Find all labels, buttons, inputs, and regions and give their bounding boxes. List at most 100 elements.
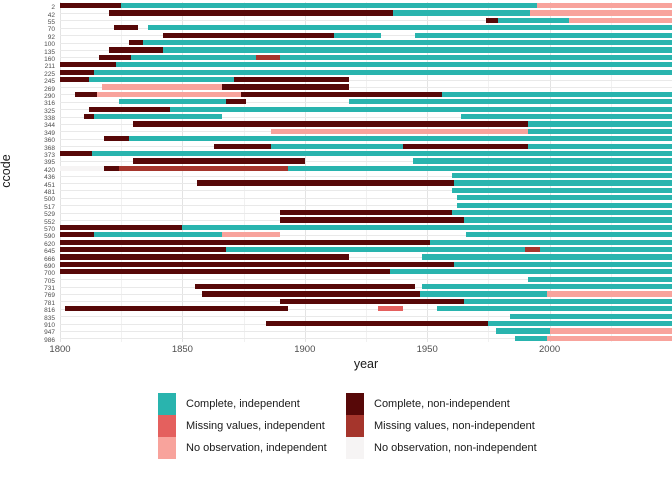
timeline-segment	[233, 77, 349, 83]
row-gridline	[60, 234, 672, 236]
timeline-segment	[527, 143, 672, 149]
timeline-segment	[226, 247, 526, 253]
gridline-minor	[610, 2, 612, 342]
timeline-segment	[451, 210, 672, 216]
row-gridline	[60, 316, 672, 318]
row-gridline	[60, 116, 672, 118]
timeline-segment	[60, 69, 95, 75]
y-tick-label: 100	[44, 41, 55, 49]
gridline-minor	[243, 2, 245, 342]
legend-column: Complete, non-independent Missing values,…	[346, 393, 537, 459]
row-gridline	[60, 279, 672, 281]
timeline-segment	[422, 283, 672, 290]
timeline-segment	[429, 239, 672, 245]
y-tick-label: 325	[44, 107, 55, 115]
gridline-major	[60, 2, 61, 342]
y-tick-label: 368	[44, 144, 55, 152]
gridline-minor	[366, 2, 367, 342]
timeline-segment	[121, 3, 538, 9]
legend-item: No observation, non-independent	[346, 437, 537, 459]
plot-panel	[60, 2, 672, 342]
legend-key-NI	[158, 437, 176, 459]
y-tick-label: 620	[44, 240, 55, 248]
timeline-segment	[64, 306, 288, 312]
timeline-segment	[60, 261, 455, 267]
row-gridline	[60, 87, 672, 88]
timeline-segment	[515, 335, 548, 341]
timeline-segment	[466, 232, 672, 238]
timeline-segment	[194, 283, 415, 290]
timeline-segment	[527, 121, 672, 127]
timeline-segment	[89, 77, 234, 83]
timeline-segment	[265, 320, 489, 327]
x-tick-label: 1800	[49, 344, 71, 355]
y-tick-label: 225	[44, 70, 55, 78]
y-tick-label: 700	[44, 270, 55, 278]
timeline-segment	[441, 91, 672, 97]
timeline-segment	[96, 91, 242, 97]
y-tick-label: 481	[44, 188, 55, 196]
y-tick-label: 344	[44, 122, 55, 130]
y-tick-label: 420	[44, 166, 55, 174]
timeline-segment	[133, 121, 528, 127]
timeline-segment	[422, 254, 672, 260]
timeline-segment	[488, 320, 672, 327]
timeline-segment	[201, 291, 420, 297]
y-tick-label: 245	[44, 78, 55, 86]
timeline-segment	[148, 25, 672, 31]
timeline-segment	[280, 210, 452, 216]
timeline-segment	[436, 306, 672, 312]
row-gridline	[60, 197, 672, 199]
legend-item: Complete, independent	[158, 393, 346, 415]
timeline-segment	[270, 128, 528, 134]
gridline-major	[549, 2, 551, 342]
timeline-segment	[463, 217, 672, 223]
y-tick-label: 816	[44, 307, 55, 315]
timeline-segment	[280, 298, 464, 304]
timeline-segment	[60, 254, 349, 260]
timeline-segment	[419, 291, 548, 297]
legend-key-MN	[346, 415, 364, 437]
timeline-segment	[60, 77, 90, 83]
timeline-segment	[170, 106, 672, 112]
y-tick-label: 666	[44, 255, 55, 263]
timeline-segment	[255, 54, 281, 61]
timeline-segment	[89, 106, 171, 112]
timeline-segment	[287, 165, 672, 171]
y-tick-label: 690	[44, 262, 55, 270]
timeline-segment	[549, 328, 672, 334]
timeline-segment	[221, 84, 349, 90]
legend-label: No observation, non-independent	[374, 442, 537, 454]
timeline-segment	[182, 224, 672, 231]
timeline-segment	[525, 247, 540, 253]
timeline-segment	[74, 91, 97, 97]
timeline-segment	[94, 113, 222, 120]
timeline-segment	[130, 54, 256, 61]
gridline-major	[304, 2, 306, 342]
timeline-segment	[60, 62, 117, 68]
legend-item: No observation, independent	[158, 437, 346, 459]
timeline-segment	[454, 180, 672, 186]
timeline-segment	[128, 136, 672, 142]
y-tick-label: 769	[44, 292, 55, 300]
timeline-segment	[84, 113, 95, 120]
timeline-segment	[116, 62, 672, 68]
timeline-segment	[537, 3, 672, 9]
timeline-segment	[60, 150, 92, 157]
legend-label: Missing values, independent	[186, 420, 325, 432]
timeline-segment	[463, 298, 672, 304]
legend-column: Complete, independent Missing values, ind…	[158, 393, 346, 459]
y-tick-label: 373	[44, 152, 55, 160]
legend-label: Complete, non-independent	[374, 398, 510, 410]
y-tick-label: 70	[47, 26, 55, 34]
legend-label: Complete, independent	[186, 398, 300, 410]
row-gridline	[60, 175, 672, 177]
timeline-segment	[162, 47, 672, 53]
timeline-segment	[94, 232, 222, 238]
x-axis-title: year	[353, 357, 379, 371]
row-gridline	[60, 79, 672, 81]
y-tick-label: 781	[44, 299, 55, 307]
timeline-segment	[334, 32, 381, 38]
row-gridline	[60, 190, 672, 192]
